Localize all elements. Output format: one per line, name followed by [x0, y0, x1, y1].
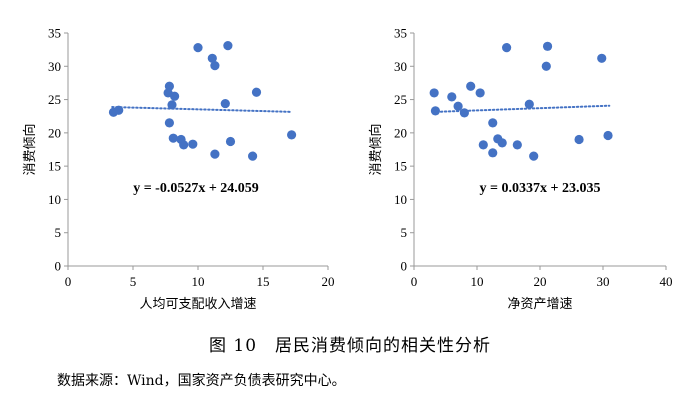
- data-point: [193, 43, 203, 53]
- data-point: [251, 87, 262, 97]
- figure-caption: 图 10 居民消费倾向的相关性分析: [208, 336, 492, 356]
- data-point: [447, 92, 457, 102]
- data-point: [497, 138, 507, 148]
- data-point: [287, 130, 297, 140]
- data-point: [223, 41, 233, 51]
- y-tick-label: 25: [394, 92, 407, 107]
- x-tick-label: 5: [130, 274, 137, 289]
- data-point: [168, 133, 178, 143]
- y-tick-label: 5: [401, 225, 408, 240]
- data-point: [478, 140, 488, 150]
- y-tick-label: 35: [48, 26, 61, 41]
- scatter-chart-2: 0 5 10 15 20 25 30 35 0 10 20 30 40 净资产增速 消费倾向 y = 0.03…: [368, 26, 673, 313]
- data-point: [430, 106, 441, 116]
- data-point: [524, 99, 534, 109]
- x-tick-label: 20: [534, 274, 547, 289]
- y-tick-label: 0: [401, 259, 408, 274]
- data-point: [170, 91, 180, 101]
- y-axis-title: 消费倾向: [368, 123, 384, 175]
- data-point: [167, 100, 177, 110]
- data-point: [512, 140, 522, 150]
- y-tick-label: 35: [394, 26, 407, 41]
- data-point: [488, 148, 498, 158]
- trendline: [431, 104, 611, 113]
- y-tick-label: 10: [394, 192, 407, 207]
- data-point: [248, 151, 258, 161]
- x-tick-label: 10: [192, 274, 205, 289]
- y-tick-label: 30: [48, 59, 61, 74]
- data-point: [529, 151, 539, 161]
- data-point: [453, 101, 463, 111]
- y-tick-label: 25: [48, 92, 61, 107]
- x-tick-label: 10: [471, 274, 484, 289]
- regression-equation: y = 0.0337x + 23.035: [480, 181, 601, 196]
- y-tick-label: 30: [394, 59, 407, 74]
- data-point: [466, 81, 476, 91]
- y-tick-label: 10: [48, 192, 61, 207]
- y-tick-label: 15: [48, 159, 61, 174]
- x-tick-label: 0: [411, 274, 418, 289]
- data-point: [541, 61, 551, 71]
- data-point: [542, 41, 553, 51]
- y-axis-title: 消费倾向: [22, 123, 38, 175]
- data-point: [488, 118, 498, 128]
- data-point: [502, 43, 512, 53]
- data-point: [597, 53, 607, 63]
- data-point: [475, 88, 485, 98]
- data-point: [429, 88, 439, 98]
- data-point: [574, 134, 584, 145]
- data-point: [220, 98, 230, 109]
- scatter-chart-1: 0 5 10 15 20 25 30 35 0 5 10 15 20 人均可支配收入增速 消费倾向 y = -…: [22, 26, 335, 313]
- y-tick-label: 20: [394, 125, 407, 140]
- x-tick-label: 15: [257, 274, 270, 289]
- data-source-note: 数据来源：Wind，国家资产负债表研究中心。: [57, 373, 346, 389]
- x-tick-label: 40: [660, 274, 673, 289]
- data-point: [207, 53, 217, 63]
- data-point: [179, 140, 189, 150]
- data-point: [459, 108, 469, 118]
- data-point: [164, 118, 174, 128]
- charts-area: 0 5 10 15 20 25 30 35 0 5 10 15 20 人均可支配收入增速 消费倾向 y = -…: [22, 26, 673, 313]
- x-axis-title: 人均可支配收入增速: [139, 297, 256, 312]
- y-tick-label: 5: [55, 225, 62, 240]
- x-tick-label: 30: [597, 274, 610, 289]
- data-point: [225, 136, 236, 147]
- data-point: [210, 61, 220, 71]
- regression-equation: y = -0.0527x + 24.059: [133, 181, 259, 196]
- y-tick-label: 15: [394, 159, 407, 174]
- x-tick-label: 20: [322, 274, 335, 289]
- y-tick-label: 0: [55, 259, 62, 274]
- data-point: [188, 139, 198, 149]
- data-point: [603, 130, 613, 141]
- x-tick-label: 0: [65, 274, 72, 289]
- x-axis-title: 净资产增速: [507, 297, 572, 312]
- data-point: [210, 149, 220, 159]
- y-tick-label: 20: [48, 125, 61, 140]
- trendline: [111, 106, 293, 113]
